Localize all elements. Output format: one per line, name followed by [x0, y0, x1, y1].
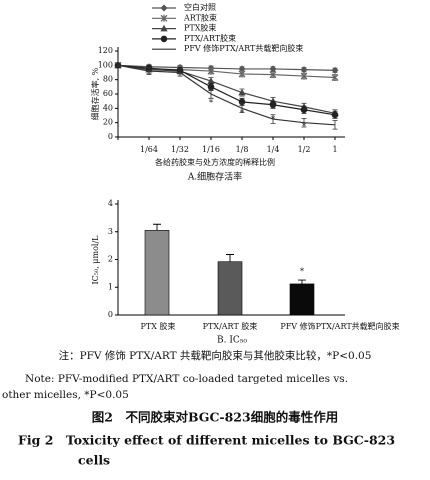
note: Note: PFV-modified PTX/ART co-loaded tar…	[25, 373, 348, 385]
marker	[331, 74, 339, 82]
marker	[207, 67, 215, 75]
subtitle: B. IC₅₀	[217, 336, 247, 346]
marker	[160, 14, 168, 22]
error-bar	[177, 68, 183, 77]
error-bar	[146, 67, 152, 76]
error-bar	[208, 89, 214, 99]
y-tick-label: 3	[108, 227, 113, 236]
y-tick-label: 4	[108, 199, 113, 208]
x-tick-label: PFV 修饰PTX/ART共载靶向胶束	[280, 321, 399, 331]
y-axis-label: 细胞存活率, %	[90, 67, 100, 120]
y-tick-label: 20	[103, 118, 113, 127]
annotation: *	[302, 122, 306, 131]
series-line	[117, 64, 336, 71]
error-bar	[270, 114, 276, 124]
error-bar	[226, 254, 234, 262]
legend-label: 空白对照	[184, 2, 216, 12]
marker	[300, 106, 308, 114]
x-tick-label: 1/64	[140, 145, 158, 154]
marker	[207, 77, 215, 84]
marker	[269, 101, 277, 109]
marker	[160, 35, 168, 43]
marker	[331, 111, 339, 119]
legend-label: PTX/ART胶束	[184, 33, 236, 43]
error-bar	[298, 279, 306, 284]
marker	[300, 72, 308, 80]
x-tick-label: 1	[332, 145, 337, 154]
marker	[160, 24, 168, 32]
marker	[238, 88, 246, 96]
note: 注：PFV 修饰 PTX/ART 共载靶向胶束与其他胶束比较，*P<0.05	[59, 349, 372, 362]
legend-label: PTX胶束	[184, 23, 216, 33]
marker	[269, 65, 277, 73]
series-line	[117, 64, 336, 114]
error-bar	[239, 103, 245, 114]
annotation: *	[300, 267, 304, 276]
y-tick-label: 80	[103, 75, 113, 84]
series-line	[117, 64, 336, 116]
caption: cells	[78, 453, 110, 468]
error-bar	[332, 120, 338, 130]
caption: 图2 不同胶束对BGC-823细胞的毒性作用	[92, 410, 338, 425]
marker	[238, 70, 246, 78]
y-tick-label: 120	[98, 46, 113, 55]
x-tick-label: 1/8	[236, 145, 249, 154]
marker	[331, 66, 339, 74]
x-tick-label: 1/32	[171, 145, 189, 154]
x-tick-label: PTX/ART 胶束	[203, 321, 258, 331]
error-bar	[153, 223, 161, 231]
y-tick-label: 2	[108, 255, 113, 264]
y-tick-label: 0	[108, 310, 113, 319]
annotation: *	[240, 108, 244, 117]
series-line	[117, 64, 336, 126]
marker	[238, 98, 246, 106]
y-tick-label: 1	[108, 282, 113, 291]
legend-label: PFV 修饰PTX/ART共载靶向胶束	[184, 43, 303, 53]
legend-label: ART胶束	[183, 12, 217, 22]
y-tick-label: 0	[108, 132, 113, 141]
x-tick-label: 1/4	[267, 145, 280, 154]
x-axis-label: 各给药胶束与处方浓度的稀释比例	[155, 157, 275, 167]
bar	[217, 261, 243, 316]
error-bar	[301, 117, 307, 128]
annotation: *	[209, 98, 213, 107]
subtitle: A.细胞存活率	[187, 171, 242, 183]
annotation: *	[271, 115, 275, 124]
marker	[160, 4, 168, 12]
marker	[300, 66, 308, 74]
x-tick-label: 1/16	[202, 145, 220, 154]
bar	[144, 230, 170, 316]
note: other micelles, *P<0.05	[2, 389, 129, 401]
y-tick-label: 100	[98, 60, 113, 69]
marker	[269, 71, 277, 79]
bar	[289, 283, 315, 316]
y-tick-label: 60	[103, 89, 113, 98]
caption: Fig 2 Toxicity effect of different micel…	[18, 433, 395, 448]
y-axis-label: IC₅₀, μmol/L	[91, 235, 100, 285]
marker	[207, 83, 215, 91]
y-tick-label: 40	[103, 103, 113, 112]
x-tick-label: PTX 胶束	[141, 321, 176, 331]
error-bar	[115, 63, 121, 68]
x-tick-label: 1/2	[298, 145, 311, 154]
